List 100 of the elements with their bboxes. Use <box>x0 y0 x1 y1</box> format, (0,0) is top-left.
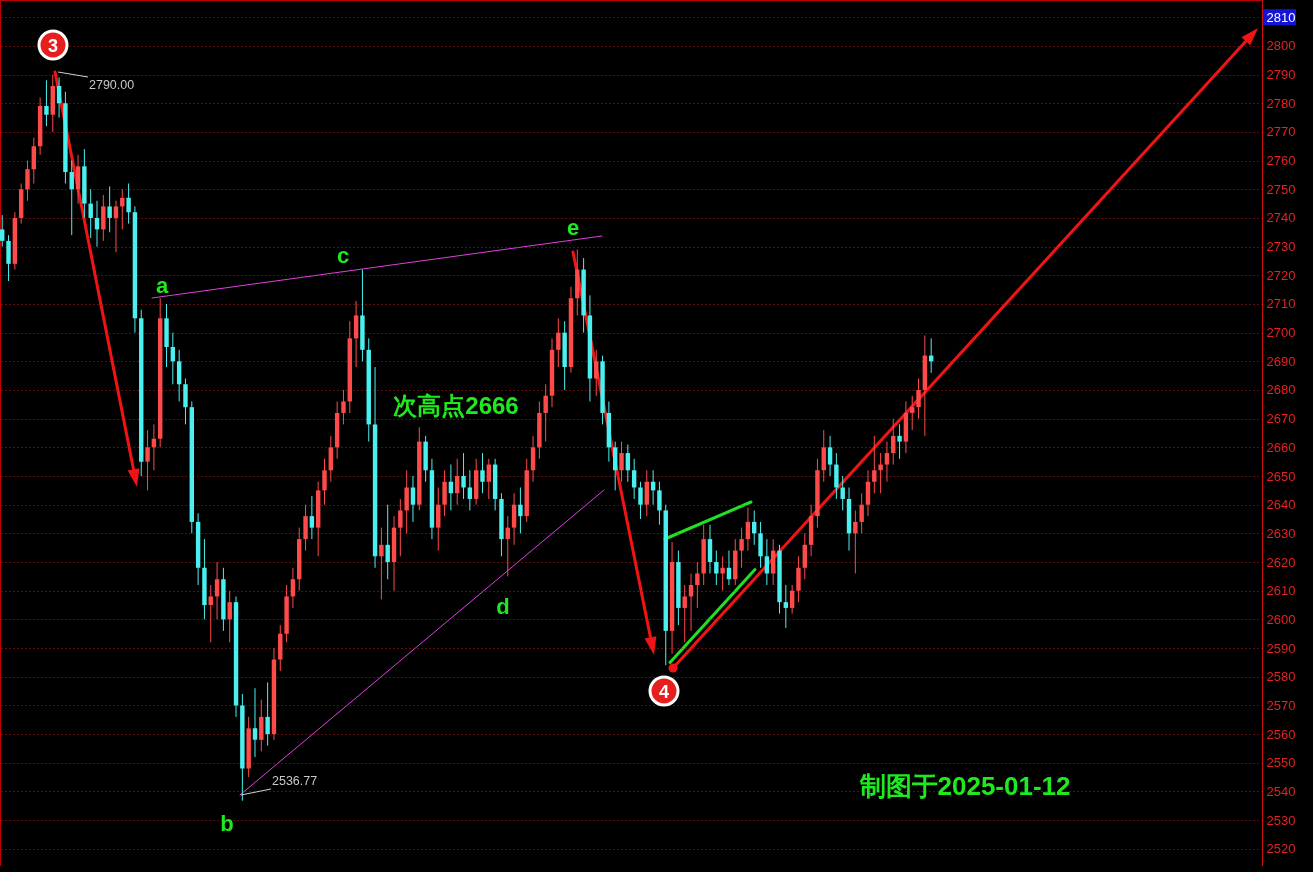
annotation: c <box>336 242 350 268</box>
candlestick <box>341 389 346 425</box>
annotation: 次高点2666 <box>393 391 519 419</box>
candlestick <box>821 429 826 483</box>
candlestick <box>353 300 359 368</box>
y-tick-label: 2780 <box>1266 95 1296 111</box>
candlestick <box>884 441 890 483</box>
candlestick <box>101 194 106 242</box>
candlestick <box>385 504 390 580</box>
candlestick <box>707 524 713 575</box>
candlestick <box>265 681 270 747</box>
y-tick-label: 2700 <box>1266 325 1296 341</box>
candlestick <box>840 475 845 511</box>
candlestick <box>910 395 915 431</box>
candlestick <box>594 349 599 397</box>
candlestick <box>398 498 403 557</box>
candlestick <box>827 435 833 477</box>
candlestick <box>88 188 93 239</box>
candlestick <box>259 699 264 752</box>
candlestick <box>739 527 744 569</box>
y-tick-label: 2520 <box>1266 841 1296 857</box>
y-tick-label: 2770 <box>1266 124 1296 140</box>
y-tick-label: 2790 <box>1266 67 1296 83</box>
candlestick <box>758 521 763 569</box>
candlestick <box>442 469 447 517</box>
candlestick <box>176 349 182 402</box>
annotation: e <box>566 214 580 240</box>
y-tick-label: 2550 <box>1266 755 1296 771</box>
annotation: 2536.77 <box>272 774 318 788</box>
y-tick-label: 2610 <box>1266 583 1296 599</box>
y-tick-label: 2680 <box>1266 382 1296 398</box>
candlestick <box>75 154 81 205</box>
candlestick <box>764 538 770 586</box>
candlestick <box>518 486 523 534</box>
y-tick-label: 2650 <box>1266 468 1296 484</box>
candlestick <box>682 584 687 643</box>
candlestick <box>113 200 119 253</box>
candlestick <box>303 504 308 552</box>
candlestick <box>543 383 548 443</box>
candlestick <box>783 584 789 629</box>
annotation: 4 <box>658 682 670 702</box>
candlestick <box>461 452 466 500</box>
candlestick <box>31 137 37 185</box>
candlestick <box>183 378 188 425</box>
candlestick <box>878 452 883 494</box>
candlestick <box>865 469 871 517</box>
y-tick-label: 2530 <box>1266 812 1296 828</box>
candlestick <box>208 584 213 643</box>
y-tick-label: 2580 <box>1266 669 1296 685</box>
candlestick <box>556 317 561 368</box>
candlestick <box>309 495 315 540</box>
candlestick <box>834 452 839 500</box>
y-tick-label: 2760 <box>1266 153 1296 169</box>
candlestick <box>0 214 5 248</box>
y-tick-label: 2540 <box>1266 783 1296 799</box>
candlestick <box>126 183 131 225</box>
y-tick-label: 2800 <box>1266 38 1296 54</box>
candlestick <box>802 532 807 580</box>
candlestick <box>145 429 150 491</box>
y-tick-label: 2690 <box>1266 353 1296 369</box>
y-tick-label: 2670 <box>1266 411 1296 427</box>
y-tick-label: 2720 <box>1266 267 1296 283</box>
candlestick <box>897 423 902 460</box>
candlestick <box>657 481 662 526</box>
candlestick <box>530 435 536 483</box>
y-tick-label: 2630 <box>1266 525 1296 541</box>
candlestick <box>480 452 485 494</box>
candlestick <box>695 561 700 609</box>
y-tick-label: 2560 <box>1266 726 1296 742</box>
annotation: 3 <box>47 36 59 56</box>
y-tick-label: 2640 <box>1266 497 1296 513</box>
candlestick <box>404 469 409 534</box>
annotation: b <box>220 810 234 836</box>
candlestick <box>714 550 719 586</box>
y-tick-label: 2570 <box>1266 697 1296 713</box>
candlestick <box>644 469 650 517</box>
annotation: 2790.00 <box>89 78 135 92</box>
y-tick-label: 2600 <box>1266 611 1296 627</box>
candlestick <box>638 481 643 520</box>
y-tick-label: 2590 <box>1266 640 1296 656</box>
y-tick-label: 2620 <box>1266 554 1296 570</box>
y-tick-label: 2710 <box>1266 296 1296 312</box>
candlestick <box>859 492 864 534</box>
candlestick <box>796 555 801 603</box>
candlestick <box>252 687 258 758</box>
candlestick <box>410 475 416 523</box>
annotation: a <box>155 272 169 298</box>
candlestick <box>770 538 776 586</box>
candlestick <box>467 469 473 511</box>
candlestick <box>916 378 921 420</box>
candlestick <box>511 492 517 546</box>
candlestick <box>328 435 334 483</box>
candlestick <box>720 555 725 592</box>
candlestick <box>436 486 441 552</box>
candlestick <box>872 435 877 494</box>
candlestick <box>612 441 618 491</box>
y-tick-label: 2740 <box>1266 210 1296 226</box>
candlestick <box>6 234 11 282</box>
y-tick-label: 2730 <box>1266 239 1296 255</box>
candlestick <box>25 160 30 202</box>
